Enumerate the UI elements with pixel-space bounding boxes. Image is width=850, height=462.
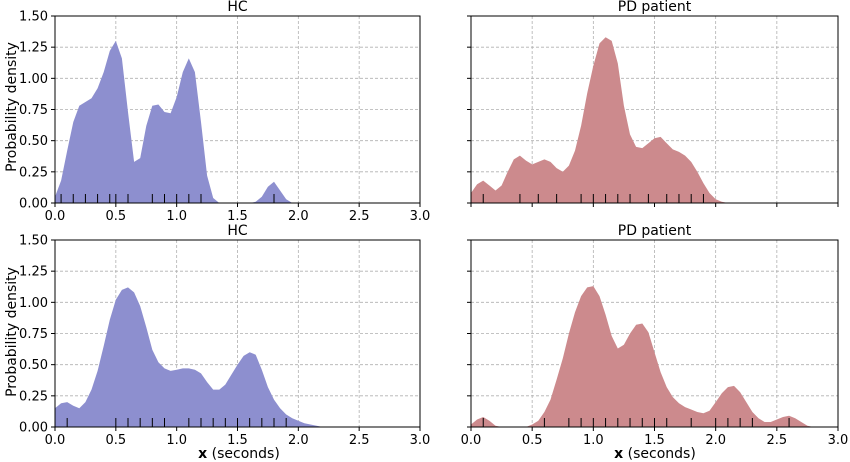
density-area xyxy=(471,37,741,204)
y-tick-label: 0.50 xyxy=(19,134,48,149)
x-tick-label: 2.0 xyxy=(288,209,309,224)
x-tick-label: 0.0 xyxy=(461,433,482,448)
y-tick-label: 0.50 xyxy=(19,358,48,373)
x-tick-label: 2.5 xyxy=(349,209,370,224)
y-tick-label: 1.00 xyxy=(19,296,48,311)
x-tick-label: 0.5 xyxy=(105,433,126,448)
y-axis-label-top: Probability density xyxy=(4,42,20,172)
x-axis-label-left: x (seconds) xyxy=(198,446,280,462)
x-axis-unit: (seconds) xyxy=(212,446,280,462)
x-axis-var: x xyxy=(614,446,623,462)
density-area xyxy=(55,287,329,427)
panel-title: HC xyxy=(227,0,248,15)
x-tick-label: 1.5 xyxy=(227,433,248,448)
x-tick-label: 2.0 xyxy=(288,433,309,448)
x-tick-label: 1.0 xyxy=(166,433,187,448)
y-tick-label: 1.25 xyxy=(19,41,48,56)
y-tick-label: 0.25 xyxy=(19,165,48,180)
x-tick-label: 1.0 xyxy=(583,433,604,448)
panel-title: PD patient xyxy=(618,0,692,15)
panel-1: HC 0.0 0.5 1.0 1.5 2.0 2.5 3.0 0.00 0.25 0.50 0.75 1… xyxy=(19,0,430,224)
x-tick-label: 1.5 xyxy=(227,209,248,224)
x-axis-unit: (seconds) xyxy=(628,446,696,462)
y-tick-label: 0.00 xyxy=(19,421,48,436)
x-tick-label: 2.0 xyxy=(705,433,726,448)
x-tick-label: 0.0 xyxy=(45,433,66,448)
x-tick-label: 3.0 xyxy=(410,209,431,224)
x-axis-label-right: x (seconds) xyxy=(614,446,696,462)
y-tick-label: 0.75 xyxy=(19,103,48,118)
y-tick-label: 1.50 xyxy=(19,10,48,25)
x-tick-label: 3.0 xyxy=(828,433,849,448)
x-tick-label: 0.5 xyxy=(522,433,543,448)
x-tick-label: 0.5 xyxy=(105,209,126,224)
panel-title: HC xyxy=(227,223,248,239)
x-axis-var: x xyxy=(198,446,207,462)
x-tick-label: 2.5 xyxy=(349,433,370,448)
panel-title: PD patient xyxy=(618,223,692,239)
y-tick-label: 0.25 xyxy=(19,389,48,404)
panel-2: PD patient xyxy=(467,0,839,207)
x-tick-label: 3.0 xyxy=(410,433,431,448)
y-tick-label: 0.75 xyxy=(19,327,48,342)
panel-4: PD patient 0.0 0.5 1.0 1.5 2.0 2.5 3.0 xyxy=(461,223,849,448)
x-tick-label: 0.0 xyxy=(45,209,66,224)
x-tick-label: 1.0 xyxy=(166,209,187,224)
y-tick-label: 1.00 xyxy=(19,72,48,87)
density-area xyxy=(55,40,293,204)
y-tick-label: 1.50 xyxy=(19,234,48,249)
density-area xyxy=(471,286,814,427)
y-tick-label: 0.00 xyxy=(19,197,48,212)
y-tick-label: 1.25 xyxy=(19,265,48,280)
panel-3: HC 0.0 0.5 1.0 1.5 2.0 2.5 3.0 0.00 0.25 0.50 0.75 1… xyxy=(19,223,430,448)
x-tick-label: 2.5 xyxy=(766,433,787,448)
y-axis-label-bottom: Probability density xyxy=(4,267,20,397)
x-tick-label: 1.5 xyxy=(644,433,665,448)
